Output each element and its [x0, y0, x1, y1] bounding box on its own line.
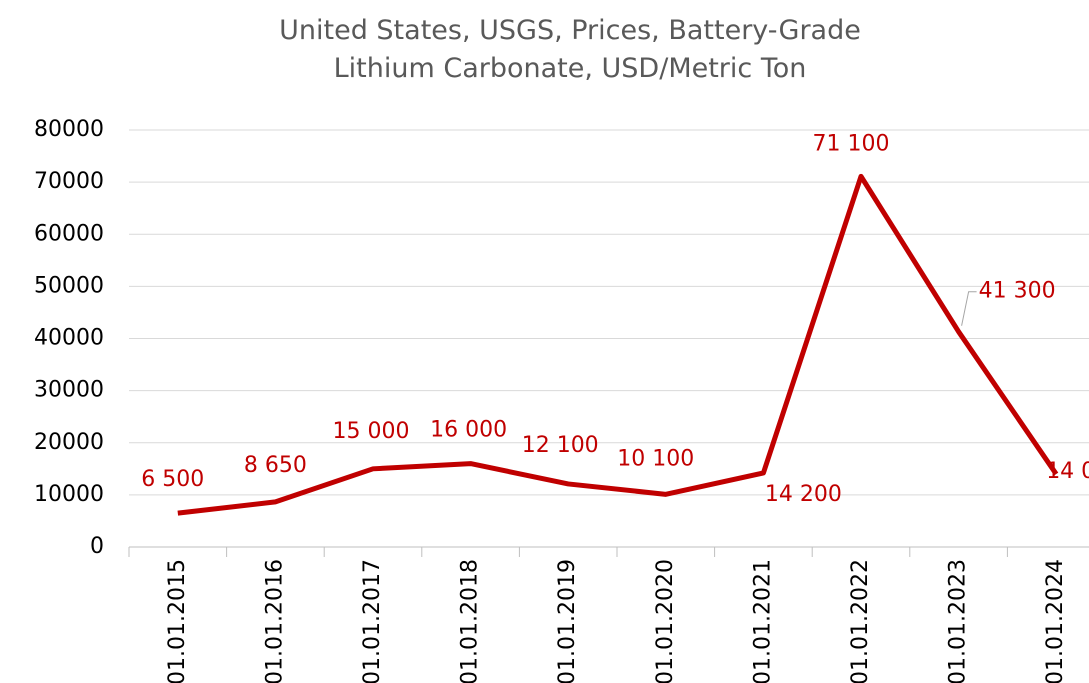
- x-tick-label: 01.01.2017: [360, 559, 385, 683]
- data-label: 8 650: [244, 453, 307, 478]
- x-tick-label: 01.01.2021: [750, 559, 775, 683]
- y-tick-label: 30000: [34, 378, 104, 403]
- data-label: 6 500: [141, 467, 204, 492]
- x-tick-label: 01.01.2020: [653, 559, 678, 683]
- x-tick-label: 01.01.2022: [848, 559, 873, 683]
- y-tick-label: 80000: [34, 117, 104, 142]
- x-tick-label: 01.01.2019: [555, 559, 580, 683]
- data-label: 41 300: [979, 279, 1056, 304]
- data-label: 10 100: [617, 446, 694, 471]
- data-label: 12 100: [522, 433, 599, 458]
- line-series: [177, 173, 1059, 516]
- data-label: 71 100: [813, 131, 890, 156]
- y-tick-label: 50000: [34, 273, 104, 298]
- chart-title: United States, USGS, Prices, Battery-Gra…: [279, 15, 861, 84]
- x-tick-label: 01.01.2015: [165, 559, 190, 683]
- x-tick-label: 01.01.2024: [1043, 559, 1068, 683]
- x-tick-label: 01.01.2023: [946, 559, 971, 683]
- y-tick-label: 0: [90, 534, 104, 559]
- chart-title-box: United States, USGS, Prices, Battery-Gra…: [170, 12, 970, 88]
- data-label: 15 000: [333, 419, 410, 444]
- leader-line: [961, 291, 977, 326]
- x-tick-label: 01.01.2018: [458, 559, 483, 683]
- data-label: 14 000: [1046, 459, 1089, 484]
- y-tick-label: 10000: [34, 482, 104, 507]
- data-label: 14 200: [765, 482, 842, 507]
- x-tick-label: 01.01.2016: [262, 559, 287, 683]
- y-tick-label: 70000: [34, 169, 104, 194]
- y-tick-label: 20000: [34, 430, 104, 455]
- data-label: 16 000: [430, 418, 507, 443]
- y-tick-label: 40000: [34, 326, 104, 351]
- y-tick-label: 60000: [34, 221, 104, 246]
